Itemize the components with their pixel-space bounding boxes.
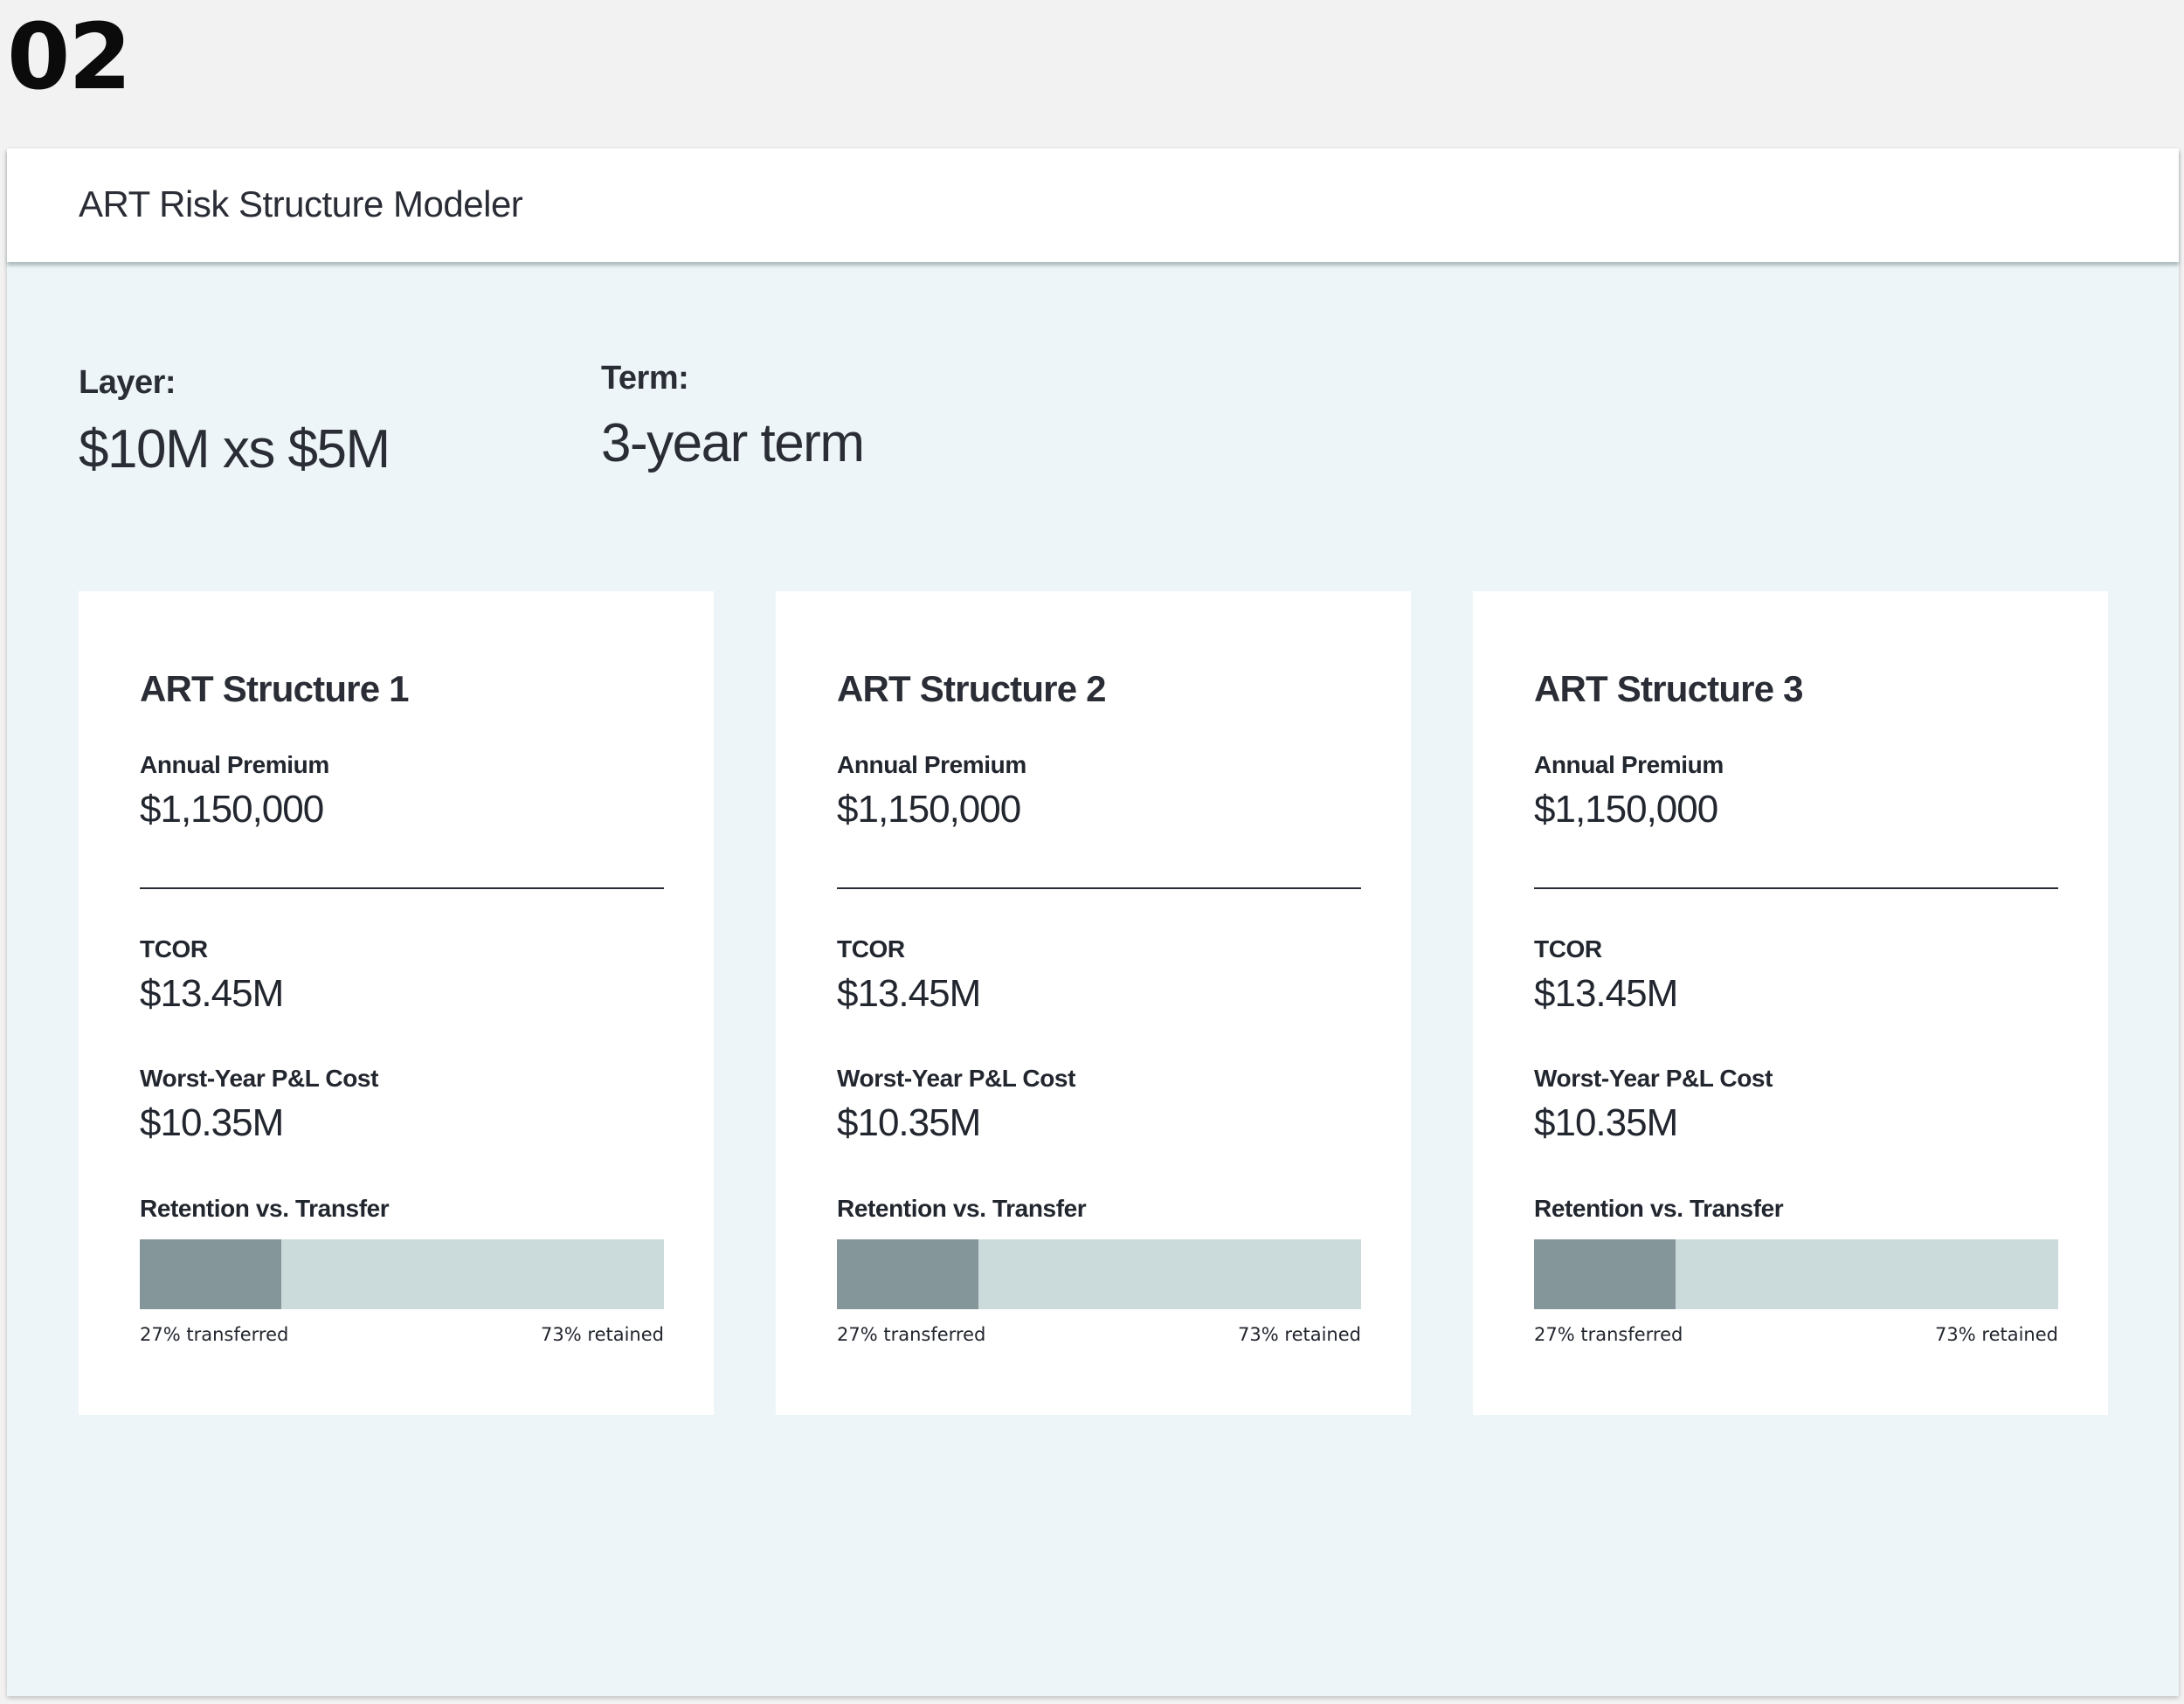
retention-transfer-label: Retention vs. Transfer (1534, 1195, 1784, 1222)
app-header: ART Risk Structure Modeler (7, 148, 2179, 262)
app-title: ART Risk Structure Modeler (79, 183, 523, 224)
annual-premium-value: $1,150,000 (1534, 788, 1718, 831)
retained-caption: 73% retained (1935, 1324, 2058, 1345)
retention-transfer-bar (837, 1239, 1361, 1309)
structure-card-2[interactable]: ART Structure 2 Annual Premium $1,150,00… (776, 591, 1411, 1415)
card-divider (1534, 887, 2058, 889)
term-value: 3-year term (601, 413, 865, 473)
card-title: ART Structure 3 (1534, 668, 1804, 709)
tcor-value: $13.45M (140, 972, 284, 1015)
worst-year-cost-value: $10.35M (837, 1101, 981, 1144)
slide-number: 02 (7, 3, 132, 110)
worst-year-cost-label: Worst-Year P&L Cost (1534, 1065, 1773, 1092)
retained-caption: 73% retained (1238, 1324, 1361, 1345)
tcor-label: TCOR (1534, 935, 1602, 962)
term-label: Term: (601, 360, 689, 397)
annual-premium-label: Annual Premium (1534, 751, 1724, 778)
transferred-segment (837, 1239, 978, 1309)
tcor-label: TCOR (140, 935, 208, 962)
worst-year-cost-label: Worst-Year P&L Cost (837, 1065, 1075, 1092)
annual-premium-value: $1,150,000 (140, 788, 324, 831)
transferred-caption: 27% transferred (140, 1324, 289, 1345)
structure-card-1[interactable]: ART Structure 1 Annual Premium $1,150,00… (79, 591, 714, 1415)
retention-transfer-bar (1534, 1239, 2058, 1309)
transferred-segment (140, 1239, 281, 1309)
worst-year-cost-value: $10.35M (1534, 1101, 1678, 1144)
transferred-caption: 27% transferred (837, 1324, 986, 1345)
layer-label: Layer: (79, 364, 176, 401)
transferred-caption: 27% transferred (1534, 1324, 1683, 1345)
term-summary: Term: 3-year term (601, 358, 865, 475)
annual-premium-label: Annual Premium (140, 751, 329, 778)
retention-transfer-bar (140, 1239, 664, 1309)
tcor-value: $13.45M (1534, 972, 1678, 1015)
layer-summary: Layer: $10M xs $5M (79, 362, 390, 481)
tcor-value: $13.45M (837, 972, 981, 1015)
annual-premium-value: $1,150,000 (837, 788, 1021, 831)
tcor-label: TCOR (837, 935, 905, 962)
app-window: ART Risk Structure Modeler Layer: $10M x… (7, 148, 2179, 1696)
layer-value: $10M xs $5M (79, 419, 390, 479)
card-divider (140, 887, 664, 889)
card-divider (837, 887, 1361, 889)
worst-year-cost-value: $10.35M (140, 1101, 284, 1144)
card-title: ART Structure 1 (140, 668, 410, 709)
card-title: ART Structure 2 (837, 668, 1107, 709)
retained-caption: 73% retained (541, 1324, 664, 1345)
transferred-segment (1534, 1239, 1676, 1309)
annual-premium-label: Annual Premium (837, 751, 1026, 778)
structure-card-3[interactable]: ART Structure 3 Annual Premium $1,150,00… (1473, 591, 2108, 1415)
retention-transfer-label: Retention vs. Transfer (140, 1195, 390, 1222)
retention-transfer-label: Retention vs. Transfer (837, 1195, 1087, 1222)
worst-year-cost-label: Worst-Year P&L Cost (140, 1065, 378, 1092)
